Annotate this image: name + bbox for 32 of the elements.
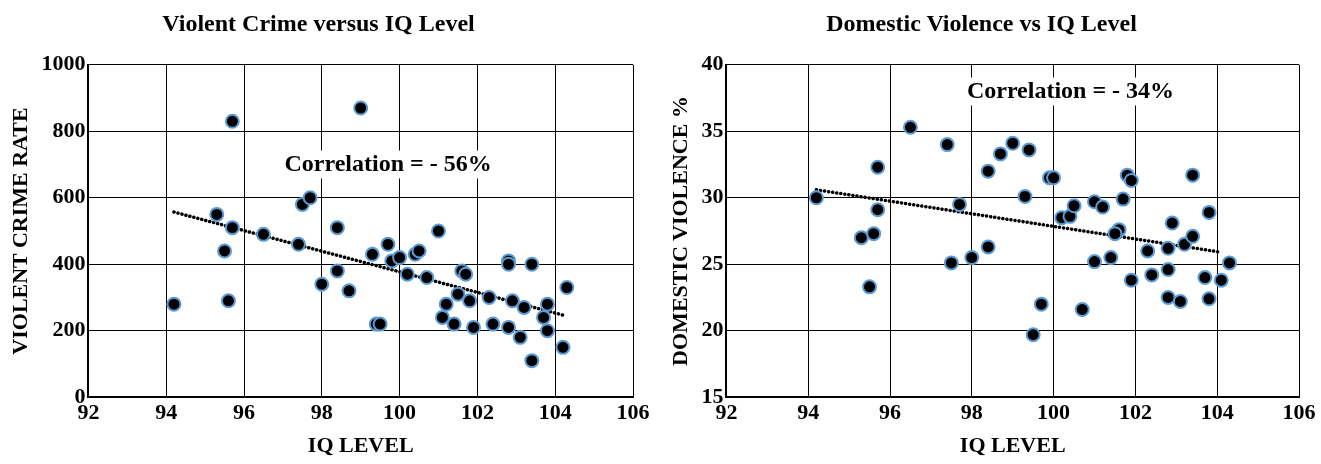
- chart-title: Violent Crime versus IQ Level: [162, 9, 476, 36]
- y-axis-title: DOMESTIC VIOLENCE %: [666, 96, 692, 366]
- x-axis-title: IQ LEVEL: [307, 432, 414, 458]
- x-tick-label: 106: [616, 399, 650, 425]
- x-tick-label: 102: [460, 399, 494, 425]
- annotation: Correlation = - 56%: [284, 149, 492, 176]
- x-tick-label: 98: [310, 399, 333, 425]
- y-tick-label: 800: [52, 116, 86, 142]
- y-tick-label: 35: [701, 116, 724, 142]
- x-tick-label: 100: [1037, 399, 1071, 425]
- x-tick-label: 100: [383, 399, 417, 425]
- y-tick-label: 25: [701, 249, 724, 275]
- y-tick-label: 600: [52, 183, 86, 209]
- chart-title: Domestic Violence vs IQ Level: [826, 9, 1138, 36]
- y-tick-label: 40: [701, 50, 724, 76]
- annotation: Correlation = - 34%: [966, 76, 1175, 103]
- x-tick-label: 98: [960, 399, 983, 425]
- x-tick-label: 94: [155, 399, 178, 425]
- x-axis-title: IQ LEVEL: [959, 432, 1066, 458]
- y-axis-title: VIOLENT CRIME RATE: [6, 107, 32, 355]
- y-tick-label: 200: [52, 316, 86, 342]
- y-tick-label: 20: [701, 316, 724, 342]
- x-tick-label: 106: [1282, 399, 1316, 425]
- y-tick-label: 400: [52, 249, 86, 275]
- x-tick-label: 94: [797, 399, 820, 425]
- x-tick-label: 96: [233, 399, 255, 425]
- y-tick-label: 1000: [41, 50, 86, 76]
- y-tick-label: 30: [701, 183, 724, 209]
- x-tick-label: 96: [879, 399, 901, 425]
- x-tick-label: 104: [1200, 399, 1234, 425]
- x-tick-label: 102: [1118, 399, 1152, 425]
- x-tick-label: 104: [538, 399, 572, 425]
